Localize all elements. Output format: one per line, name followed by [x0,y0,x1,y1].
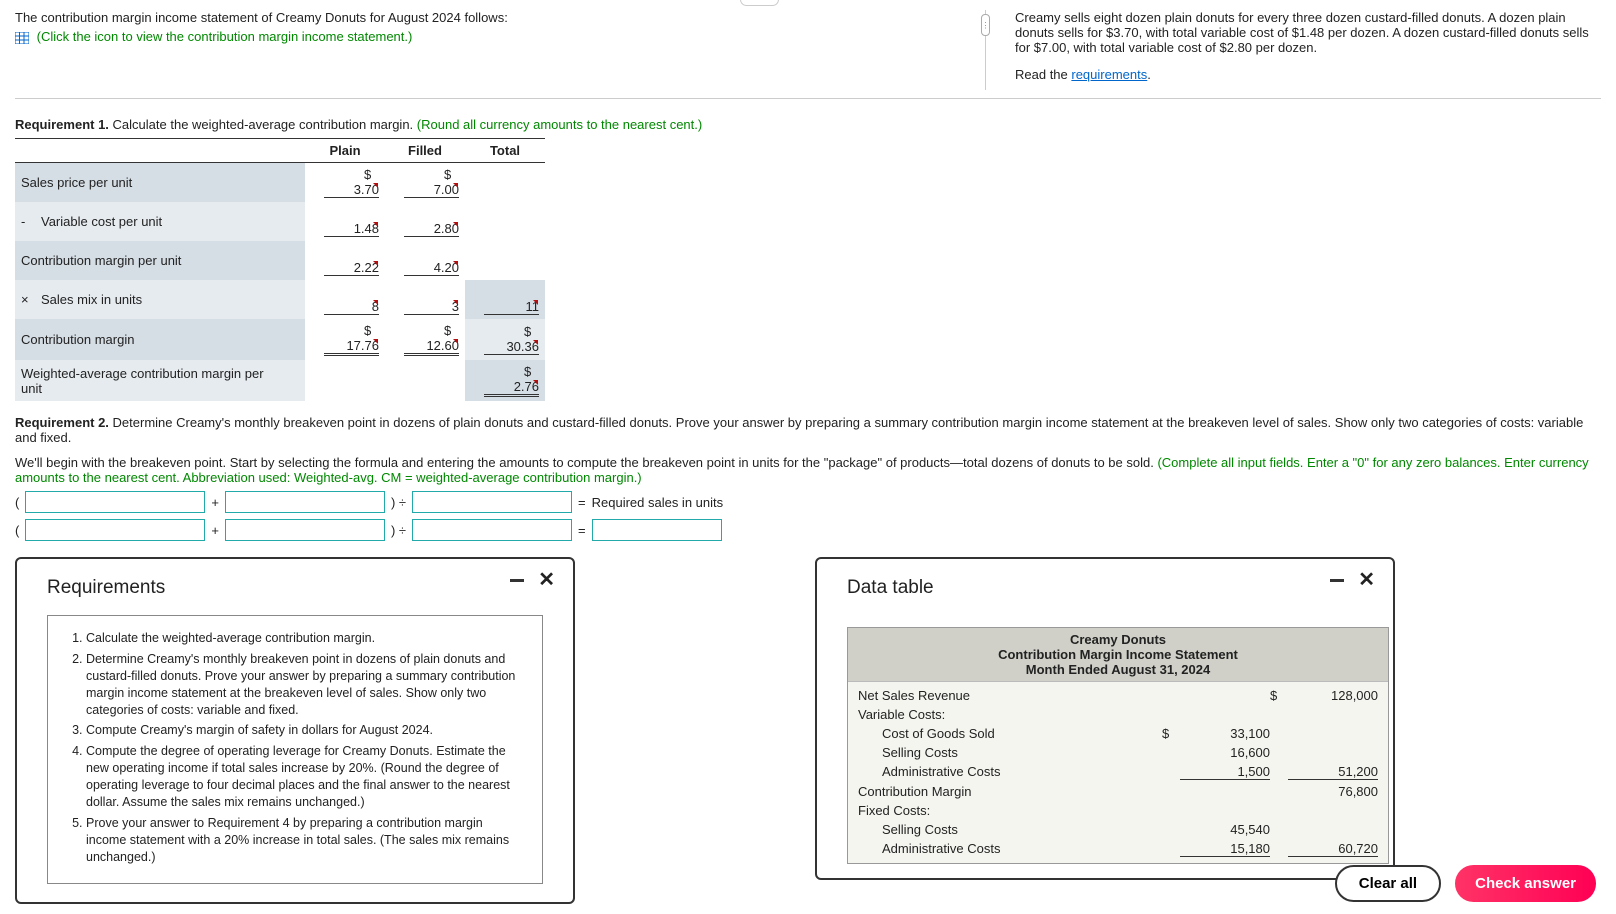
f-total-val: 60,720 [1288,841,1378,857]
cm-val: 76,800 [1288,784,1378,799]
req2-begin: We'll begin with the breakeven point. St… [15,455,1157,470]
req1-table: Plain Filled Total Sales price per unit … [15,138,545,401]
statement-name: Contribution Margin Income Statement [848,647,1388,662]
f-admin-val: 15,180 [1180,841,1270,857]
sales-price-plain[interactable]: 3.70 [324,182,379,198]
cogs-label: Cost of Goods Sold [858,726,1162,741]
row-sales-price: Sales price per unit [15,163,305,203]
table-icon[interactable] [15,32,29,44]
income-statement: Creamy Donuts Contribution Margin Income… [847,627,1389,864]
row-wacm: Weighted-average contribution margin per… [15,360,305,401]
var-cost-plain[interactable]: 1.48 [324,221,379,237]
cm-label: Contribution Margin [858,784,1162,799]
req-item-5: Prove your answer to Requirement 4 by pr… [86,815,526,866]
mix-plain[interactable]: 8 [324,299,379,315]
req2-title: Requirement 2. [15,415,109,430]
mix-total[interactable]: 11 [484,299,539,315]
v-sell-val: 16,600 [1180,745,1270,760]
net-sales-val: 128,000 [1288,688,1378,703]
req-item-2: Determine Creamy's monthly breakeven poi… [86,651,526,719]
fixed-costs-hdr: Fixed Costs: [858,803,1162,818]
requirements-link[interactable]: requirements [1071,67,1147,82]
cm-unit-filled[interactable]: 4.20 [404,260,459,276]
minimize-icon[interactable] [510,579,524,582]
cogs-val: 33,100 [1180,726,1270,741]
formula-1-a[interactable] [25,491,205,513]
v-admin-label: Administrative Costs [858,764,1162,780]
close-icon[interactable]: ✕ [538,573,555,587]
formula-2-c[interactable] [412,519,572,541]
col-plain: Plain [305,139,385,163]
row-cm: Contribution margin [15,319,305,360]
data-table-popup: ✕ Data table Creamy Donuts Contribution … [815,557,1395,880]
f-sell-val: 45,540 [1180,822,1270,837]
cm-unit-plain[interactable]: 2.22 [324,260,379,276]
formula-2-result[interactable] [592,519,722,541]
row-var-cost: Variable cost per unit [41,214,162,229]
formula-2-b[interactable] [225,519,385,541]
req1-hint: (Round all currency amounts to the neare… [417,117,702,132]
req-item-3: Compute Creamy's margin of safety in dol… [86,722,526,739]
var-costs-hdr: Variable Costs: [858,707,1162,722]
net-sales-label: Net Sales Revenue [858,688,1162,703]
expand-pill[interactable]: ••• [740,0,779,6]
mix-filled[interactable]: 3 [404,299,459,315]
result-label: Required sales in units [592,495,724,510]
formula-2-a[interactable] [25,519,205,541]
row-mix: Sales mix in units [41,292,142,307]
formula-1-c[interactable] [412,491,572,513]
requirements-popup: ✕ Requirements Calculate the weighted-av… [15,557,575,904]
cm-plain[interactable]: 17.76 [324,338,379,356]
cm-total[interactable]: 30.36 [484,339,539,355]
separator [15,98,1601,99]
company-name: Creamy Donuts [848,632,1388,647]
col-filled: Filled [385,139,465,163]
v-sell-label: Selling Costs [858,745,1162,760]
wacm-total[interactable]: 2.76 [484,379,539,397]
data-table-title: Data table [847,577,1363,599]
sales-price-filled[interactable]: 7.00 [404,182,459,198]
read-label: Read the [1015,67,1071,82]
f-admin-label: Administrative Costs [858,841,1162,857]
col-total: Total [465,139,545,163]
period: Month Ended August 31, 2024 [848,662,1388,677]
formula-1-b[interactable] [225,491,385,513]
data-minimize-icon[interactable] [1330,579,1344,582]
op-times: × [21,292,41,307]
req1-title: Requirement 1. [15,117,109,132]
cm-filled[interactable]: 12.60 [404,338,459,356]
req-item-1: Calculate the weighted-average contribut… [86,630,526,647]
v-admin-val: 1,500 [1180,764,1270,780]
f-sell-label: Selling Costs [858,822,1162,837]
clear-all-button[interactable]: Clear all [1335,865,1441,902]
row-cm-unit: Contribution margin per unit [15,241,305,280]
intro-text: The contribution margin income statement… [15,10,955,25]
data-close-icon[interactable]: ✕ [1358,573,1375,587]
view-statement-link[interactable]: (Click the icon to view the contribution… [37,29,413,44]
requirements-title: Requirements [47,577,543,599]
req2-text: Determine Creamy's monthly breakeven poi… [15,415,1583,445]
op-minus: - [21,214,41,229]
v-total-val: 51,200 [1288,764,1378,780]
req-item-4: Compute the degree of operating leverage… [86,743,526,811]
req1-text: Calculate the weighted-average contribut… [113,117,417,132]
check-answer-button[interactable]: Check answer [1455,865,1596,902]
context-text: Creamy sells eight dozen plain donuts fo… [1015,10,1601,55]
var-cost-filled[interactable]: 2.80 [404,221,459,237]
